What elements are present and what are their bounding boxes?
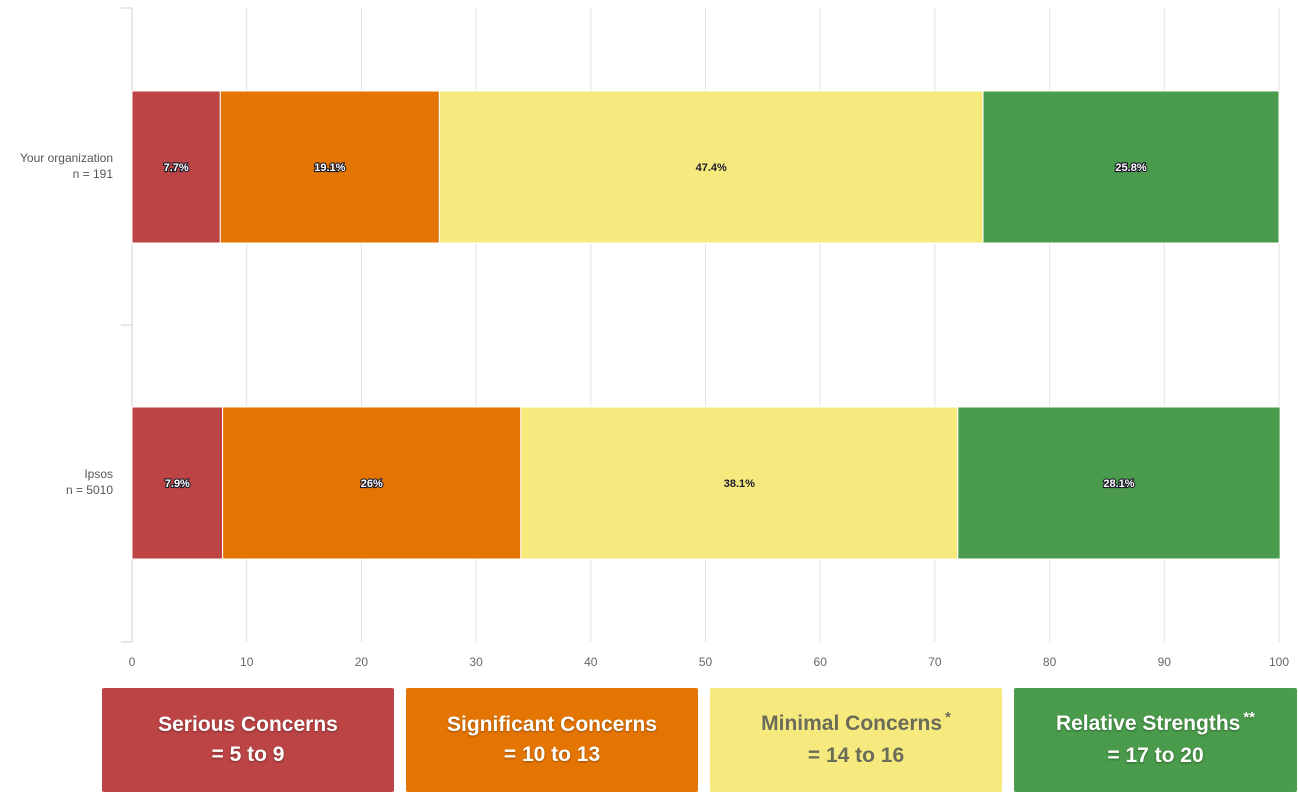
legend-minimal-concerns-footnote: * [945, 709, 951, 726]
bar-value-label: 26% [361, 478, 383, 490]
x-tick-label: 70 [928, 655, 942, 669]
bar-value-label: 7.9% [165, 478, 190, 490]
category-label: Your organization [20, 151, 113, 165]
bar-value-label: 25.8% [1115, 162, 1146, 174]
bar-value-label: 38.1% [724, 478, 755, 490]
x-tick-labels: 0 10 20 30 40 50 60 70 80 90 100 [129, 655, 1290, 669]
x-tick-label: 60 [814, 655, 828, 669]
bar-segment [520, 406, 959, 560]
legend-relative-strengths-title: Relative Strengths [1055, 712, 1241, 735]
legend-significant-concerns-range: = 10 to 13 [503, 743, 601, 766]
x-tick-label: 30 [469, 655, 483, 669]
category-n-label: n = 191 [73, 167, 114, 181]
category-labels: Your organization n = 191 Ipsos n = 5010 [20, 151, 113, 497]
x-tick-label: 0 [129, 655, 136, 669]
bar-segment [957, 406, 1281, 560]
legend-significant-concerns-title: Significant Concerns [446, 713, 658, 736]
bar-value-label: 7.7% [164, 162, 189, 174]
x-tick-label: 20 [355, 655, 369, 669]
bar-segment [438, 90, 984, 244]
bar-segment [222, 406, 522, 560]
y-axis [121, 7, 133, 643]
category-n-label: n = 5010 [66, 483, 113, 497]
bar-value-label: 28.1% [1103, 478, 1134, 490]
legend-minimal-concerns-title: Minimal Concerns [761, 712, 943, 735]
x-tick-label: 10 [240, 655, 254, 669]
bars: 7.7% 19.1% 47.4% 25.8% 7.9% 26% 38.1% 28.1% [131, 90, 1281, 560]
x-tick-label: 100 [1269, 655, 1289, 669]
legend-relative-strengths-range: = 17 to 20 [1107, 744, 1204, 767]
legend-serious-concerns: Serious Concerns = 5 to 9 [102, 688, 394, 792]
stacked-bar-chart: 7.7% 19.1% 47.4% 25.8% 7.9% 26% 38.1% 28.1% You… [20, 7, 1290, 669]
legend-serious-concerns-range: = 5 to 9 [211, 743, 285, 766]
x-tick-label: 50 [699, 655, 713, 669]
x-tick-label: 40 [584, 655, 598, 669]
legend-serious-concerns-title: Serious Concerns [158, 713, 338, 736]
x-tick-label: 90 [1158, 655, 1172, 669]
category-label: Ipsos [84, 467, 113, 481]
legend-minimal-concerns: Minimal Concerns * = 14 to 16 [710, 688, 1002, 792]
legend-relative-strengths-footnote: ** [1243, 709, 1256, 726]
bar-value-label: 19.1% [314, 162, 345, 174]
legend-relative-strengths: Relative Strengths ** = 17 to 20 [1014, 688, 1297, 792]
legend-significant-concerns: Significant Concerns = 10 to 13 [406, 688, 698, 792]
legend-minimal-concerns-range: = 14 to 16 [807, 744, 905, 767]
bar-segment [982, 90, 1280, 244]
x-tick-label: 80 [1043, 655, 1057, 669]
bar-segment [131, 406, 224, 560]
bar-value-label: 47.4% [696, 162, 727, 174]
